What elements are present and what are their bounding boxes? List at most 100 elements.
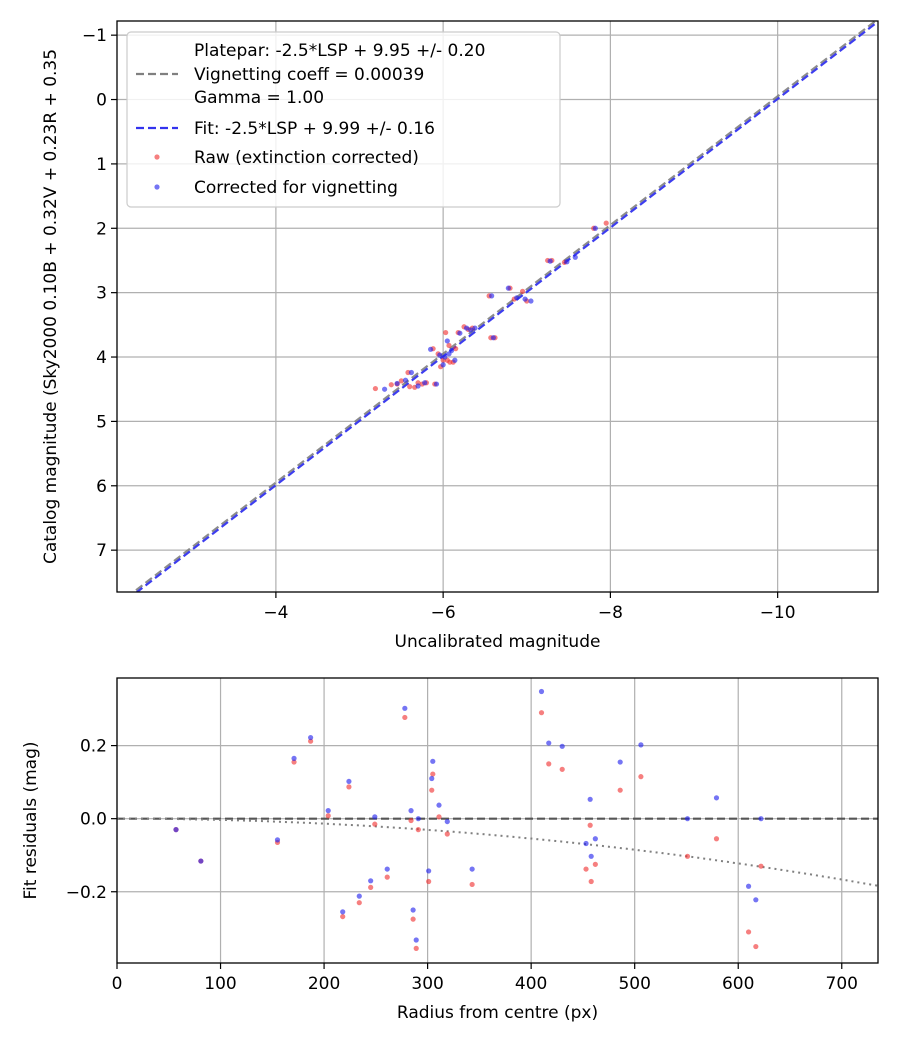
x-tick-label: −8 (598, 603, 623, 623)
legend-handle-raw-dot (154, 154, 160, 160)
series-corrected-for-vignetting (173, 688, 764, 943)
data-point (291, 759, 297, 765)
data-point (384, 874, 390, 880)
data-point (713, 836, 720, 842)
x-tick-label: 200 (308, 974, 340, 994)
data-point (753, 897, 759, 903)
data-point (422, 380, 428, 386)
data-point (684, 853, 691, 859)
y-tick-label: 7 (96, 541, 107, 561)
data-point (368, 884, 374, 890)
data-point (426, 868, 432, 874)
data-point (429, 787, 435, 793)
data-point (430, 758, 436, 764)
plot-area (117, 688, 878, 951)
data-point (538, 688, 545, 695)
data-point (356, 900, 362, 906)
series-corrected-for-vignetting (382, 225, 598, 392)
x-tick-label: 300 (411, 974, 443, 994)
data-point (490, 335, 496, 341)
data-point (436, 814, 442, 820)
data-point (398, 378, 404, 384)
data-point (308, 734, 314, 741)
data-point (444, 831, 450, 837)
data-point (592, 836, 598, 842)
x-tick-label: 500 (618, 974, 650, 994)
data-point (346, 778, 352, 785)
legend-entry: Platepar: -2.5*LSP + 9.95 +/- 0.20 (194, 41, 485, 61)
data-point (587, 822, 593, 828)
data-point (382, 386, 388, 392)
data-point (408, 808, 414, 814)
legend-entry: Raw (extinction corrected) (194, 148, 419, 168)
data-point (457, 330, 463, 336)
data-point (546, 761, 552, 767)
legend-entry: Corrected for vignetting (194, 178, 398, 198)
data-point (198, 858, 204, 864)
x-tick-label: −6 (431, 603, 456, 623)
data-point (443, 329, 449, 336)
plot-frame (116, 20, 879, 593)
data-point (469, 866, 475, 872)
data-point (758, 816, 764, 822)
legend-entry: Vignetting coeff = 0.00039 (194, 65, 424, 85)
data-point (402, 705, 408, 711)
data-point (522, 296, 528, 302)
data-point (583, 840, 589, 847)
y-tick-label: 3 (96, 284, 107, 304)
vignetting-curve (117, 817, 878, 887)
data-point (617, 787, 623, 793)
data-point (415, 827, 421, 833)
data-point (407, 384, 413, 390)
data-point (410, 907, 416, 913)
data-point (753, 943, 759, 950)
data-point (444, 818, 450, 825)
data-point (372, 385, 379, 392)
data-point (291, 755, 297, 761)
data-point (745, 883, 752, 889)
data-point (408, 817, 414, 824)
data-point (758, 863, 764, 869)
data-point (274, 837, 281, 843)
data-point (430, 771, 436, 777)
data-point (592, 225, 598, 231)
data-point (745, 929, 752, 935)
data-point (429, 775, 435, 782)
legend-entry: Gamma = 1.00 (194, 88, 324, 108)
legend-entry: Fit: -2.5*LSP + 9.99 +/- 0.16 (194, 119, 435, 139)
x-tick-label: 700 (826, 974, 858, 994)
legend-box (126, 31, 561, 208)
data-point (402, 714, 408, 721)
y-tick-label: 5 (96, 412, 107, 432)
y-axis-label: Fit residuals (mag) (21, 742, 41, 900)
data-point (538, 710, 545, 716)
data-point (684, 816, 691, 822)
y-tick-label: 0.0 (80, 810, 107, 830)
data-point (340, 913, 346, 920)
data-point (426, 878, 432, 885)
data-point (583, 866, 589, 872)
y-tick-label: 0.2 (80, 737, 107, 757)
data-point (588, 878, 594, 885)
y-tick-label: 4 (96, 348, 107, 368)
data-point (564, 259, 570, 265)
y-tick-label: 2 (96, 219, 107, 239)
plot-frame (116, 677, 879, 964)
data-point (468, 327, 474, 333)
data-point (356, 893, 362, 899)
data-point (346, 784, 352, 790)
data-point (452, 357, 458, 363)
data-point (559, 743, 565, 749)
data-point (410, 916, 416, 922)
data-point (505, 285, 511, 291)
legend: Platepar: -2.5*LSP + 9.95 +/- 0.20 Vignet… (126, 31, 561, 208)
data-point (394, 380, 400, 387)
data-point (388, 382, 394, 388)
y-tick-label: 0 (96, 91, 107, 111)
x-axis-label: Radius from centre (px) (397, 1003, 598, 1023)
data-point (444, 338, 450, 344)
data-point (572, 254, 578, 260)
data-point (384, 866, 390, 872)
data-point (415, 383, 421, 389)
